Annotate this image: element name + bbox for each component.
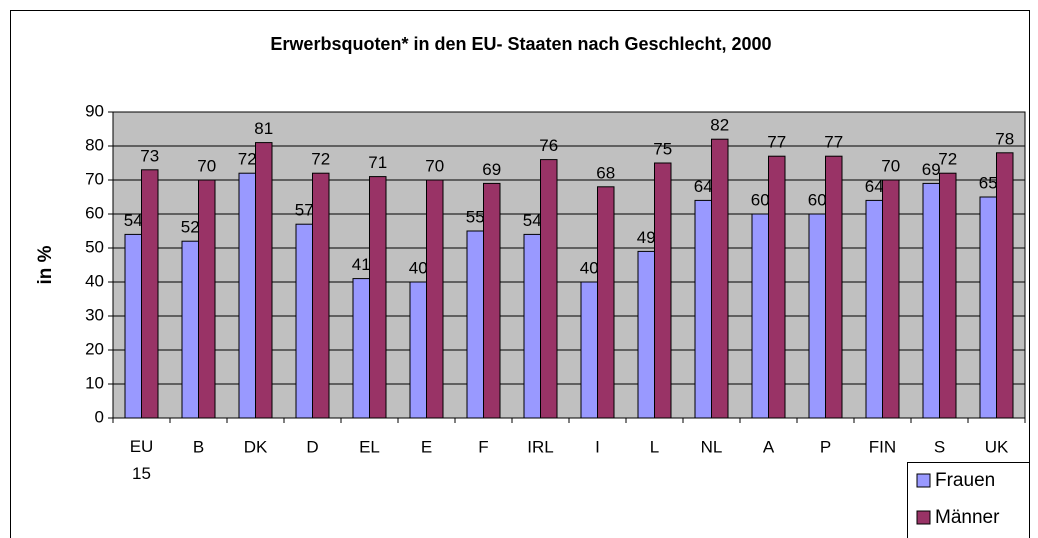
bar (238, 172, 256, 419)
value-label: 72 (938, 150, 957, 169)
bar (312, 172, 330, 419)
value-label: 54 (523, 211, 542, 230)
bar (295, 223, 313, 419)
value-label: 72 (238, 150, 257, 169)
bar (808, 213, 826, 419)
x-tick-label: F (478, 437, 488, 456)
bar (597, 186, 615, 419)
y-tick-label: 20 (85, 339, 104, 358)
x-tick-label: D (306, 437, 318, 456)
y-tick-label: 60 (85, 203, 104, 222)
bar (694, 199, 712, 419)
value-label: 70 (197, 156, 216, 175)
bar (141, 169, 159, 419)
value-label: 64 (694, 177, 713, 196)
value-label: 49 (637, 228, 656, 247)
bar (523, 233, 541, 419)
bar (580, 281, 598, 419)
value-label: 60 (751, 190, 770, 209)
x-tick-label: UK (985, 437, 1009, 456)
value-label: 40 (580, 258, 599, 277)
value-label: 69 (922, 160, 941, 179)
x-tick-label: EU 15 (130, 437, 154, 483)
bar (751, 213, 769, 419)
bar (540, 159, 558, 419)
bar (996, 152, 1014, 419)
value-label: 73 (140, 146, 159, 165)
value-label: 76 (539, 136, 558, 155)
x-tick-label: IRL (527, 437, 553, 456)
y-tick-label: 0 (95, 407, 104, 426)
x-tick-label: NL (701, 437, 723, 456)
y-tick-label: 70 (85, 169, 104, 188)
bar (882, 179, 900, 419)
bar (483, 182, 501, 419)
bar (939, 172, 957, 419)
x-tick-label: L (650, 437, 659, 456)
value-label: 78 (995, 129, 1014, 148)
bar (198, 179, 216, 419)
legend-swatch (916, 473, 931, 488)
bar (466, 230, 484, 419)
value-label: 60 (808, 190, 827, 209)
bar (922, 182, 940, 419)
x-tick-label: P (820, 437, 831, 456)
legend-swatch (916, 510, 931, 525)
y-axis-label: in % (35, 245, 56, 284)
value-label: 70 (425, 156, 444, 175)
bar (865, 199, 883, 419)
bar (979, 196, 997, 419)
bar (181, 240, 199, 419)
x-tick-label: A (763, 437, 775, 456)
value-label: 77 (767, 133, 786, 152)
value-label: 54 (124, 211, 143, 230)
x-tick-label: DK (244, 437, 268, 456)
value-label: 75 (653, 139, 672, 158)
y-tick-label: 50 (85, 237, 104, 256)
bar (124, 233, 142, 419)
value-label: 81 (254, 119, 273, 138)
bar (711, 138, 729, 419)
value-label: 82 (710, 116, 729, 135)
value-label: 55 (466, 207, 485, 226)
value-label: 52 (181, 218, 200, 237)
value-label: 70 (881, 156, 900, 175)
bar (426, 179, 444, 419)
bar (825, 155, 843, 419)
bar (654, 162, 672, 419)
value-label: 77 (824, 133, 843, 152)
value-label: 64 (865, 177, 884, 196)
x-tick-label: FIN (869, 437, 896, 456)
y-tick-label: 90 (85, 101, 104, 120)
value-label: 57 (295, 201, 314, 220)
legend-label: Männer (935, 507, 1000, 528)
bar (768, 155, 786, 419)
legend: Frauen Männer (907, 462, 1030, 538)
y-tick-label: 10 (85, 373, 104, 392)
value-label: 41 (352, 255, 371, 274)
value-label: 72 (311, 150, 330, 169)
x-tick-label: B (193, 437, 204, 456)
x-tick-label: E (421, 437, 432, 456)
bar (369, 176, 387, 419)
bar (352, 278, 370, 419)
value-label: 40 (409, 258, 428, 277)
bar (255, 142, 273, 419)
value-label: 65 (979, 173, 998, 192)
x-tick-label: S (934, 437, 945, 456)
x-tick-label: I (595, 437, 600, 456)
bar (409, 281, 427, 419)
y-tick-label: 80 (85, 135, 104, 154)
y-tick-label: 40 (85, 271, 104, 290)
y-tick-label: 30 (85, 305, 104, 324)
value-label: 69 (482, 160, 501, 179)
bar (637, 250, 655, 419)
chart-title: Erwerbsquoten* in den EU- Staaten nach G… (270, 34, 771, 54)
value-label: 68 (596, 163, 615, 182)
value-label: 71 (368, 153, 387, 172)
x-tick-label: EL (359, 437, 380, 456)
legend-label: Frauen (935, 470, 995, 491)
